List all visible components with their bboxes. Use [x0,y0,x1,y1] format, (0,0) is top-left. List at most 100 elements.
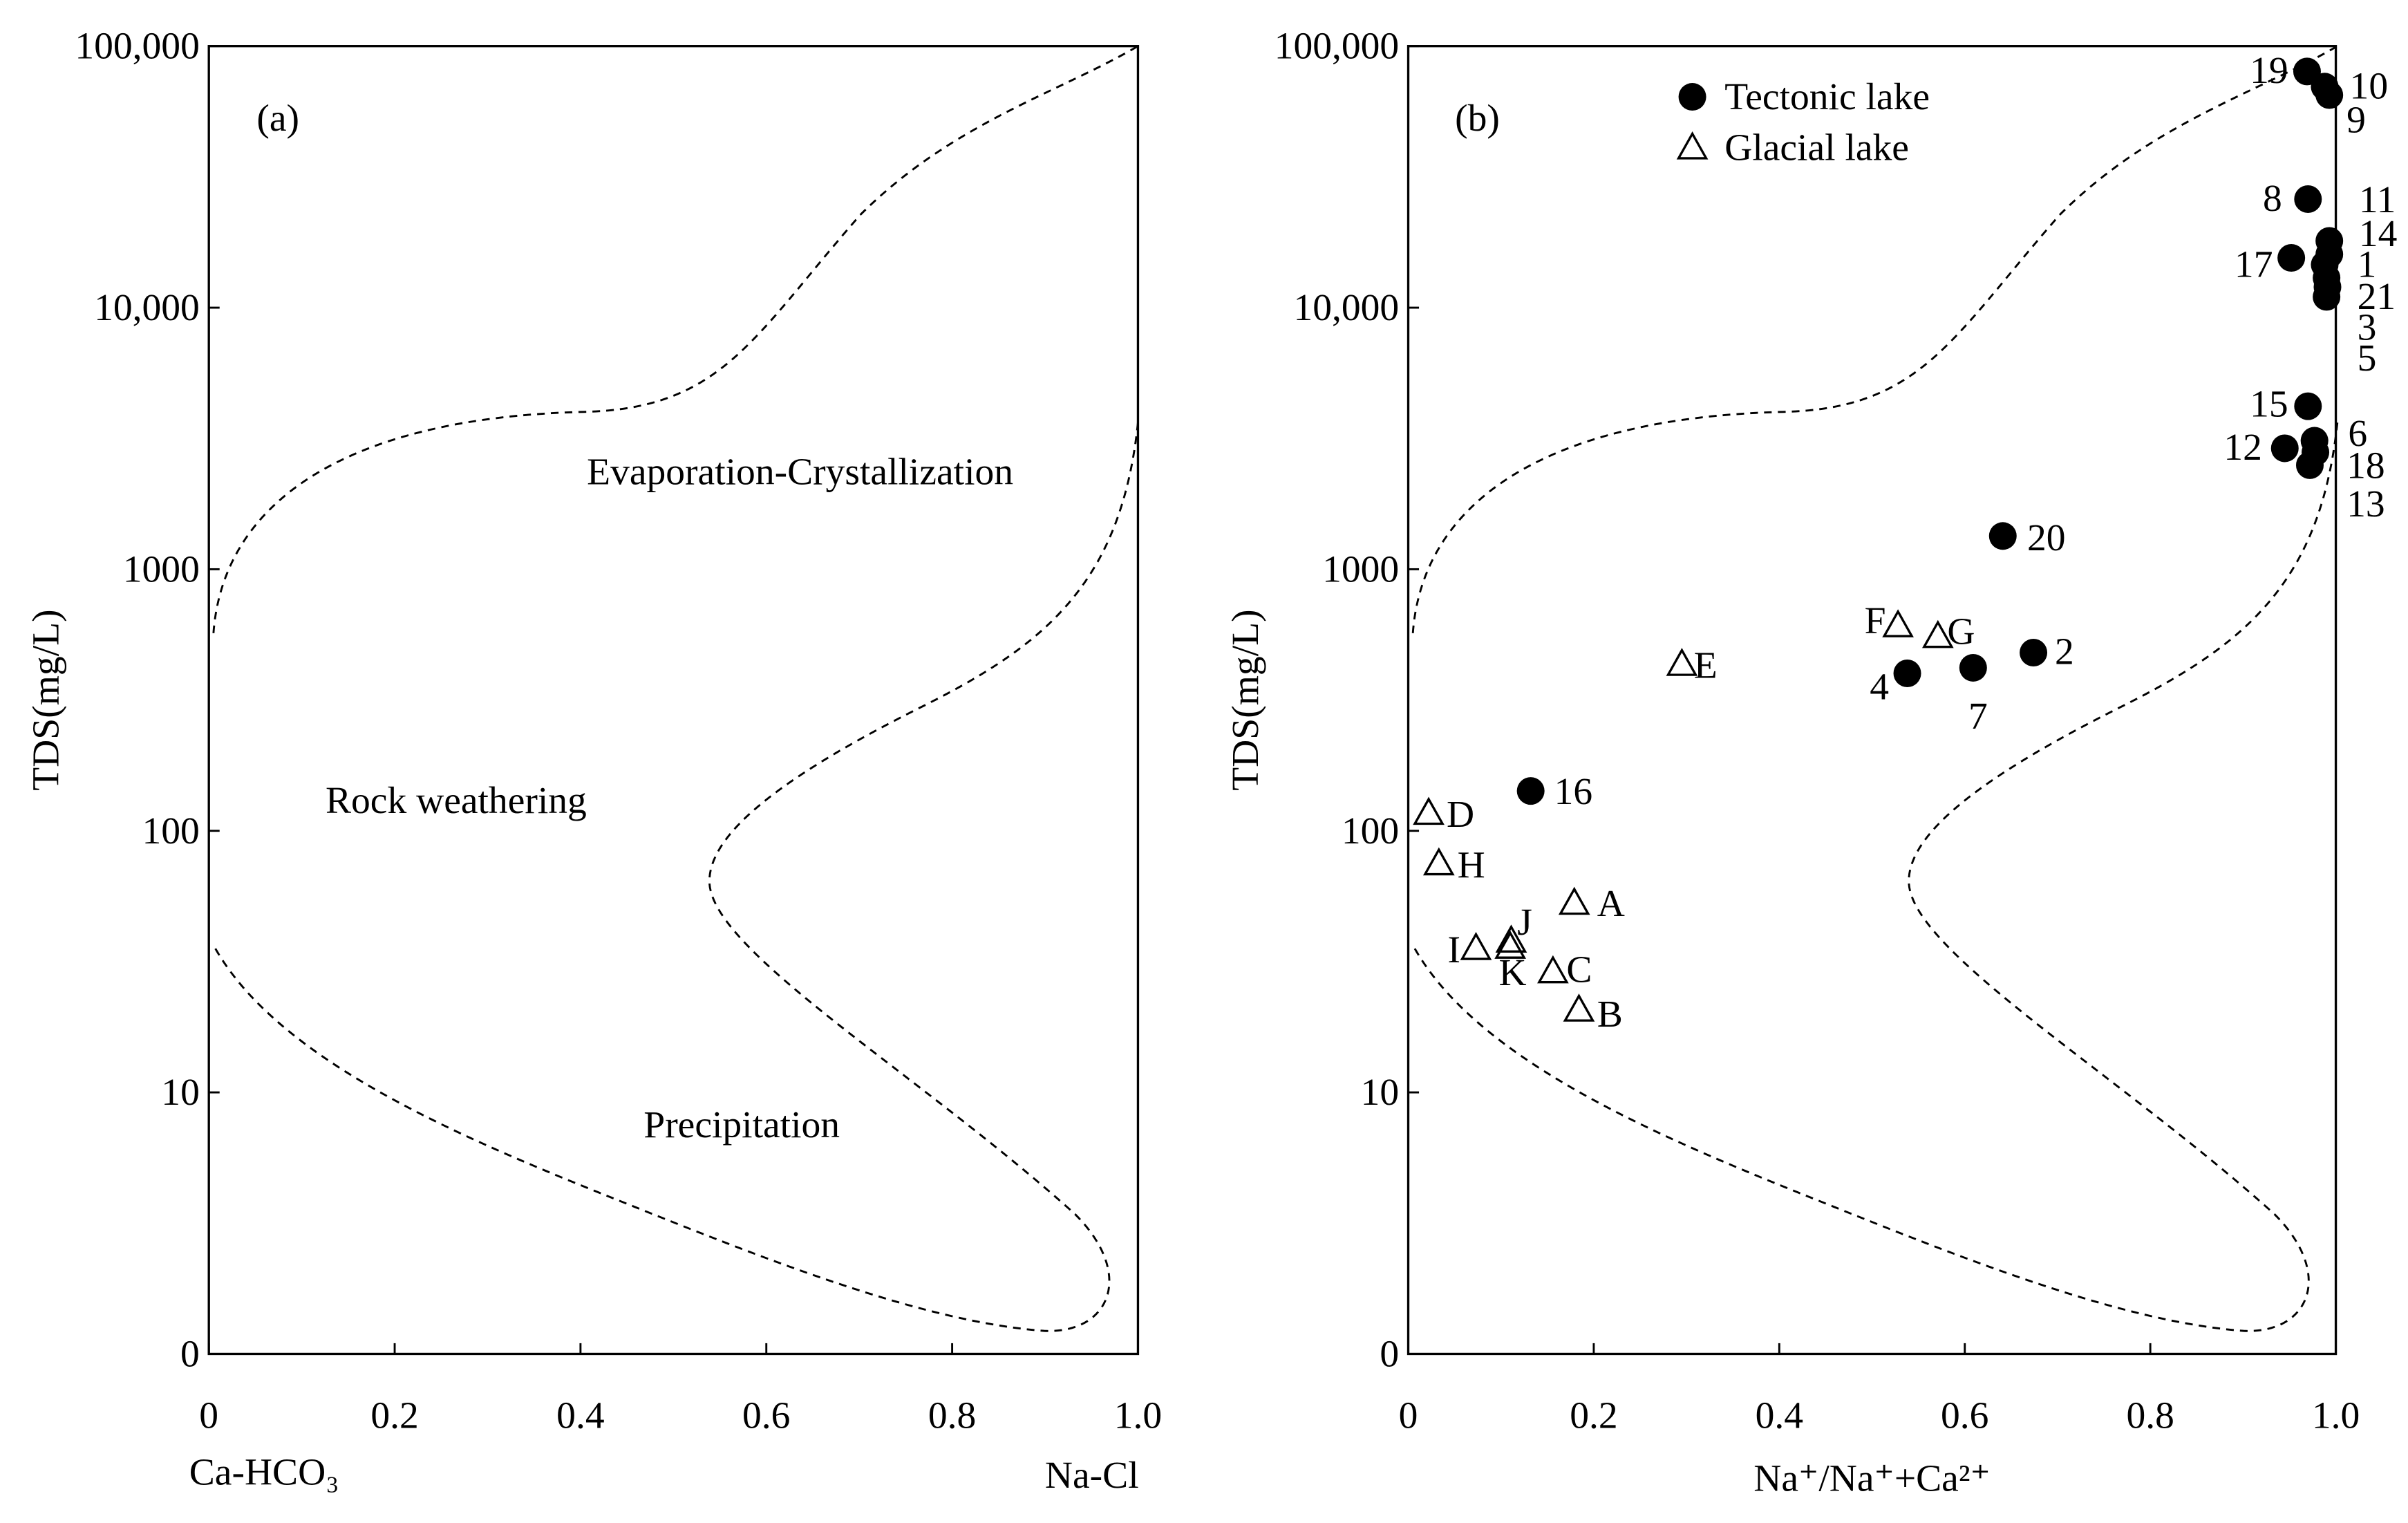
triangle-marker [1563,993,1595,1022]
point-label: 16 [1554,770,1593,813]
x-axis-label-right: Na-Cl [1045,1454,1139,1497]
circle-marker [2302,438,2330,467]
point-label: 6 [2348,412,2367,455]
point-label: 18 [2346,445,2385,487]
y-tick-label: 0 [1380,1332,1399,1375]
point-label: E [1694,644,1718,687]
circle-marker [2020,638,2048,667]
point-label: 15 [2250,383,2288,426]
circle-marker [2294,392,2322,420]
y-tick-label: 100,000 [75,25,199,68]
circle-marker [1959,653,1987,682]
triangle-marker [1558,886,1590,915]
point-label: G [1947,610,1975,653]
annotation: Precipitation [643,1103,840,1146]
point-label: F [1865,599,1886,642]
x-tick-label: 0.4 [1756,1394,1803,1437]
point-label: 12 [2223,426,2262,469]
point-label: 17 [2235,243,2273,286]
point-label: 21 [2358,275,2396,318]
plot-frame [1407,45,2338,1356]
circle-marker [2277,244,2306,272]
circle-marker [1516,777,1545,805]
point-label: 14 [2359,212,2398,255]
x-tick-label: 0.4 [556,1394,604,1437]
y-axis-label: TDS(mg/L) [1224,609,1267,790]
circle-marker [2315,240,2344,268]
triangle-marker [1422,847,1455,876]
triangle-marker [1921,619,1954,648]
y-tick-label: 100 [1342,810,1399,852]
panel-title: (a) [256,97,299,140]
triangle-marker [1494,931,1526,959]
legend-label: Tectonic lake [1724,75,1930,118]
boundary-curve [1411,422,2339,1332]
point-label: 2 [2055,630,2074,673]
point-label: 9 [2346,98,2366,141]
x-tick-label: 0.8 [2126,1394,2174,1437]
boundary-curve [212,45,1139,633]
y-tick-label: 100,000 [1274,25,1399,68]
circle-marker [2294,185,2322,214]
y-tick-label: 1000 [123,548,200,590]
triangle-marker [1413,796,1445,825]
x-axis-label: Na⁺/Na⁺+Ca²⁺ [1753,1457,1991,1500]
y-tick-label: 10,000 [94,286,200,329]
x-axis-label-left: Ca-HCO₃ [189,1451,339,1494]
x-tick-label: 0 [199,1394,218,1437]
panel-a-curves [212,45,1139,1332]
point-label: 11 [2359,178,2396,221]
triangle-marker [1495,924,1527,953]
point-label: C [1566,949,1592,991]
circle-marker [2270,434,2299,462]
y-tick-label: 1000 [1322,548,1399,590]
annotation: Rock weathering [326,779,587,822]
y-tick-label: 0 [180,1332,200,1375]
point-label: I [1448,928,1460,971]
x-tick-label: 0.6 [1941,1394,1988,1437]
plot-frame [207,45,1140,1356]
point-label: 19 [2250,49,2288,92]
point-label: A [1597,882,1625,925]
x-tick-label: 0.2 [1570,1394,1617,1437]
point-label: 13 [2346,483,2385,525]
boundary-curve [1411,45,2338,633]
point-label: K [1499,951,1527,994]
point-label: 3 [2358,306,2377,348]
triangle-marker [1666,648,1698,676]
point-label: 20 [2027,516,2066,559]
y-tick-label: 10,000 [1293,286,1399,329]
point-label: 7 [1968,695,1988,738]
y-tick-label: 10 [1361,1071,1400,1114]
point-label: H [1458,844,1485,887]
legend-marker [1676,131,1709,160]
y-axis-label: TDS(mg/L) [25,609,68,790]
circle-marker [2313,273,2342,301]
y-tick-label: 100 [142,810,200,852]
x-tick-label: 0.6 [742,1394,790,1437]
boundary-curve [212,422,1139,1332]
point-label: B [1597,993,1623,1036]
circle-marker [1893,659,1921,687]
x-tick-label: 0 [1399,1394,1418,1437]
point-label: 5 [2358,337,2377,380]
point-label: 10 [2350,64,2389,107]
panel-b-curves [1411,45,2339,1332]
x-tick-label: 0.8 [928,1394,976,1437]
annotation: Evaporation-Crystallization [587,450,1013,493]
x-tick-label: 0.2 [370,1394,418,1437]
point-label: D [1447,793,1474,836]
panel-title: (b) [1455,97,1500,140]
point-label: J [1517,901,1532,944]
point-label: 1 [2358,243,2377,286]
point-label: 4 [1870,666,1889,709]
y-tick-label: 10 [161,1071,200,1114]
x-tick-label: 1.0 [1114,1394,1162,1437]
circle-marker [1988,522,2017,550]
triangle-marker [1882,609,1914,637]
triangle-marker [1537,955,1569,984]
point-label: 8 [2263,177,2282,220]
x-tick-label: 1.0 [2312,1394,2360,1437]
legend-marker [1678,83,1706,111]
